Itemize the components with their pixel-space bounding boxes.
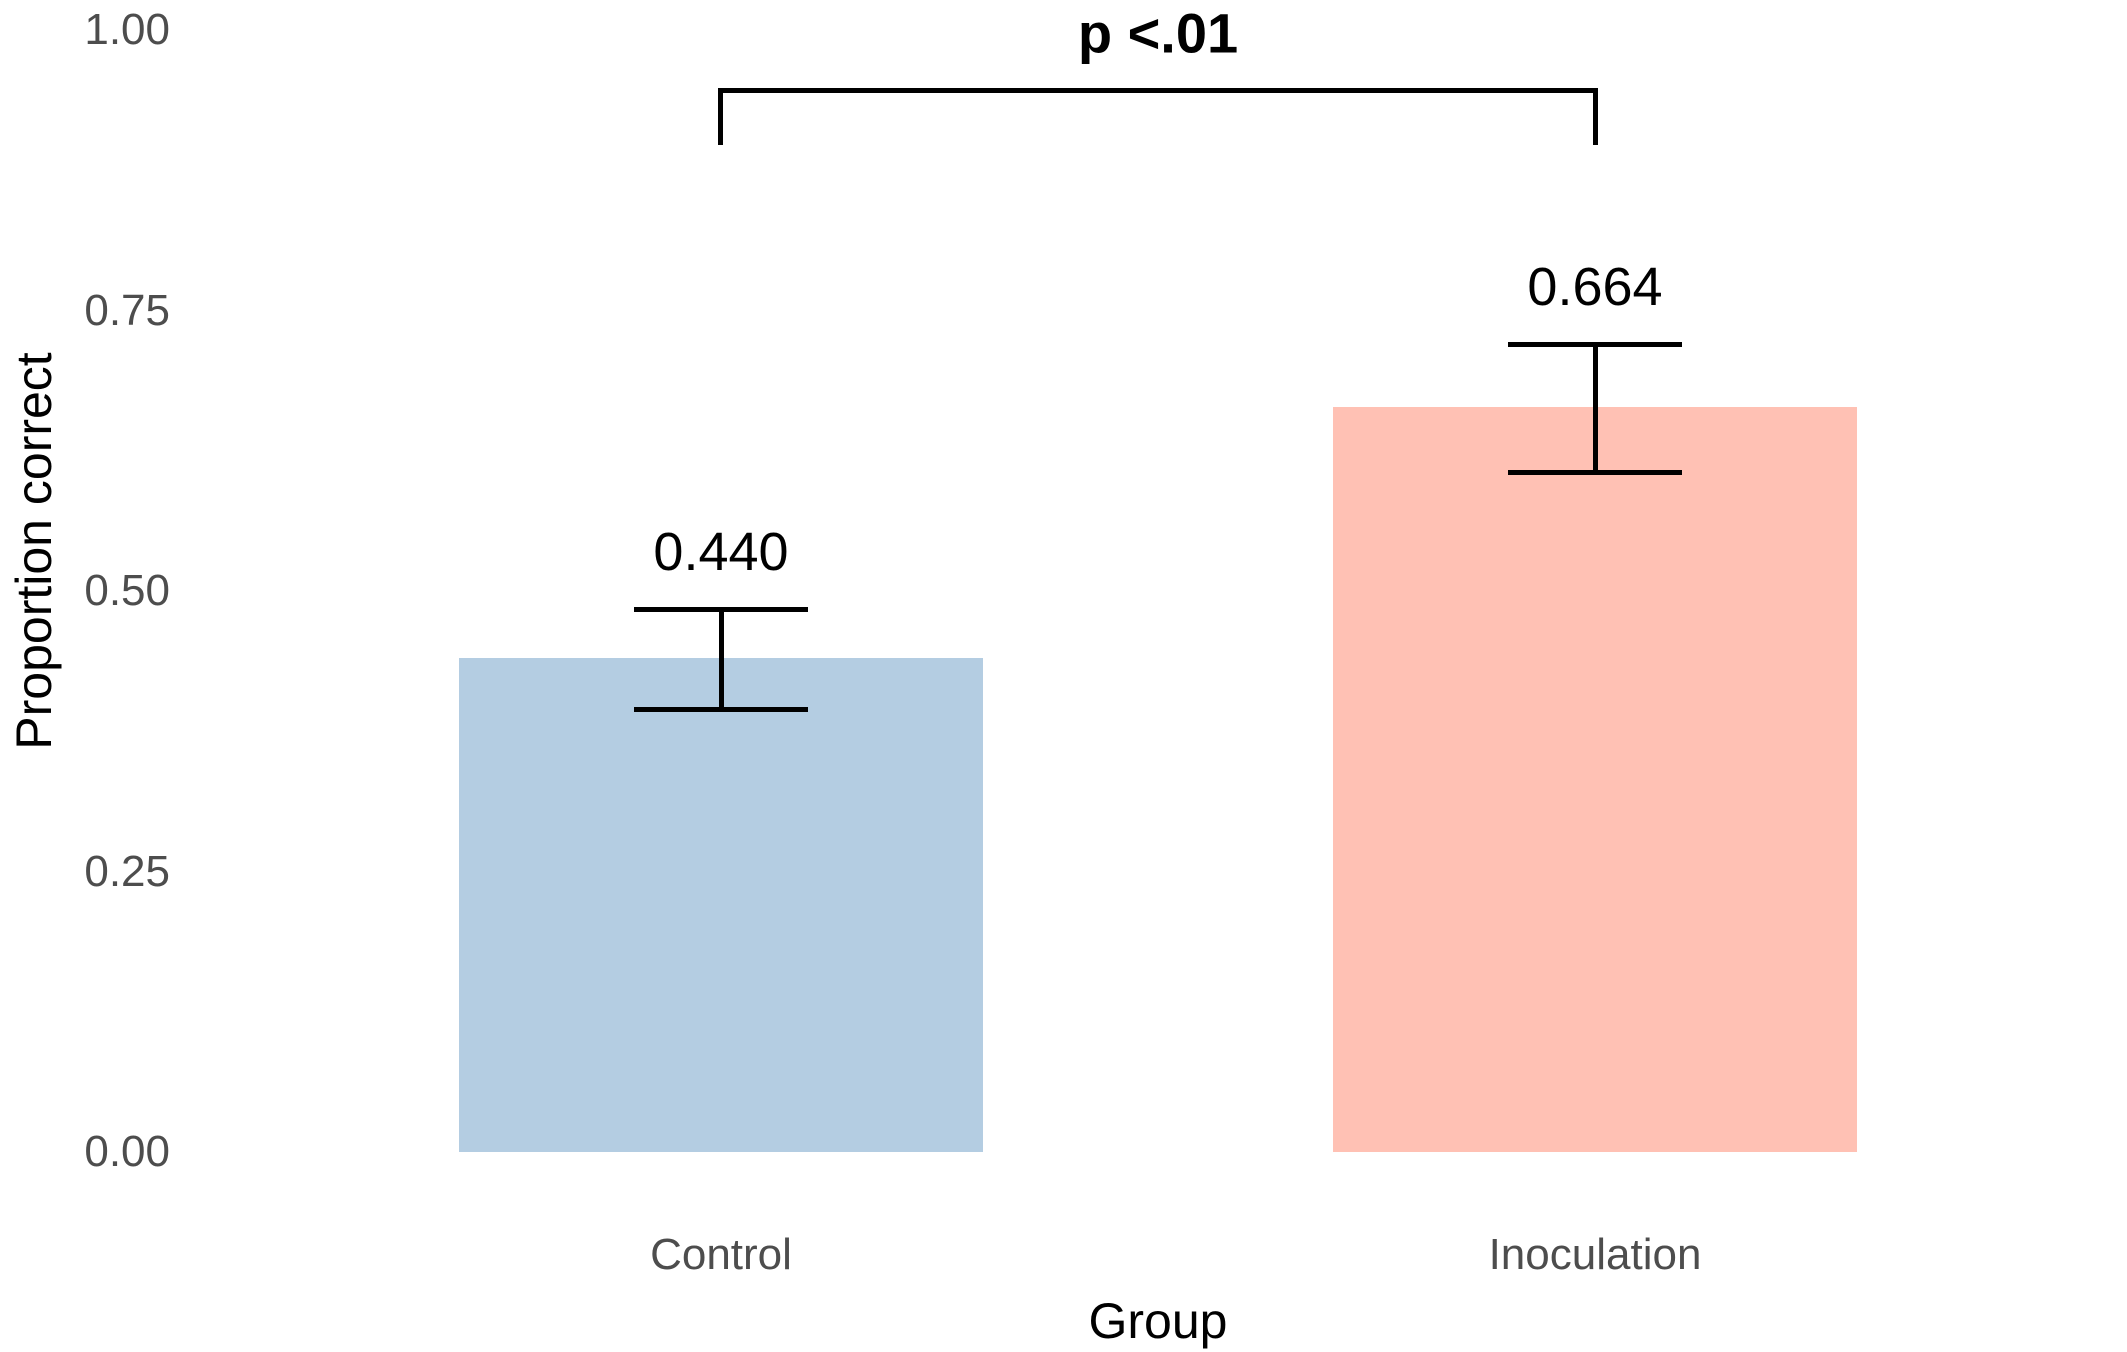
value-label-control: 0.440 (653, 521, 789, 582)
significance-bracket (718, 88, 1598, 145)
y-tick-label-0.25: 0.25 (84, 846, 170, 896)
errorbar-inoculation-stem (1592, 341, 1598, 476)
errorbar-control (634, 606, 808, 713)
x-axis-title: Group (1088, 1293, 1228, 1349)
errorbar-control-bottom-cap (634, 707, 808, 713)
errorbar-inoculation (1508, 341, 1682, 476)
value-label-inoculation: 0.664 (1527, 256, 1663, 317)
significance-label: p <.01 (1077, 1, 1239, 65)
y-axis-title: Proportion correct (6, 352, 62, 750)
errorbar-inoculation-bottom-cap (1508, 470, 1682, 476)
errorbar-control-stem (718, 606, 724, 713)
y-tick-label-0.50: 0.50 (84, 566, 170, 615)
y-tick-label-0.00: 0.00 (84, 1127, 170, 1176)
x-tick-label-control: Control (650, 1230, 792, 1279)
bar-inoculation (1333, 406, 1857, 1152)
y-tick-label-1.00: 1.00 (84, 5, 170, 54)
x-tick-label-inoculation: Inoculation (1488, 1230, 1702, 1279)
y-tick-label-0.75: 0.75 (84, 285, 170, 335)
bar-control (459, 658, 983, 1152)
